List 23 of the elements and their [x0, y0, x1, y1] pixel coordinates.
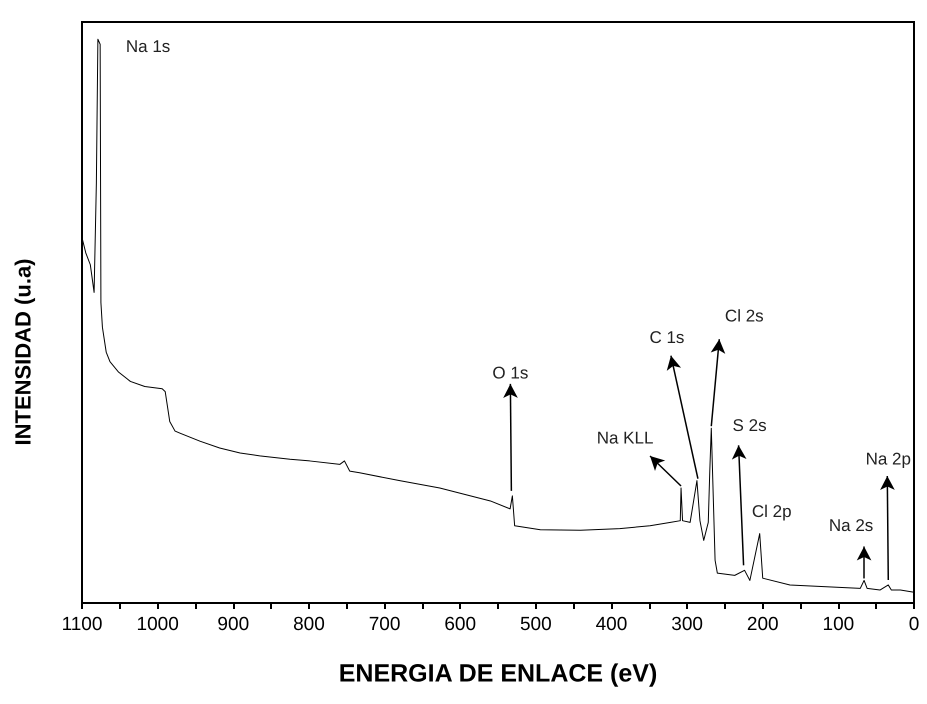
annotation: Na KLL: [596, 428, 654, 448]
x-tick-label: 600: [444, 614, 476, 635]
x-tick-label: 800: [293, 614, 325, 635]
x-tick-label: 100: [822, 614, 854, 635]
annotation: Na 2p: [866, 449, 911, 468]
x-tick-label: 900: [217, 614, 250, 635]
x-tick-label: 300: [671, 614, 703, 635]
x-axis-title: ENERGIA DE ENLACE (eV): [338, 660, 658, 688]
annotation: S 2s: [732, 416, 767, 435]
x-tick-label: 500: [520, 614, 552, 635]
x-tick-label: 200: [746, 614, 779, 635]
x-tick-label: 400: [596, 614, 628, 635]
x-tick-label: 0: [908, 614, 920, 635]
annotation: C 1s: [649, 328, 684, 348]
y-axis-title: INTENSIDAD (u.a): [10, 258, 36, 446]
x-tick-label: 1100: [62, 614, 102, 635]
annotation: Na 2s: [828, 516, 874, 535]
annotation: Cl 2s: [724, 306, 764, 326]
x-tick-label: 700: [368, 614, 400, 635]
annotation: O 1s: [492, 363, 528, 382]
annotation: Cl 2p: [752, 502, 792, 522]
annotation: Na 1s: [126, 36, 170, 56]
x-tick-label: 1000: [136, 614, 179, 635]
